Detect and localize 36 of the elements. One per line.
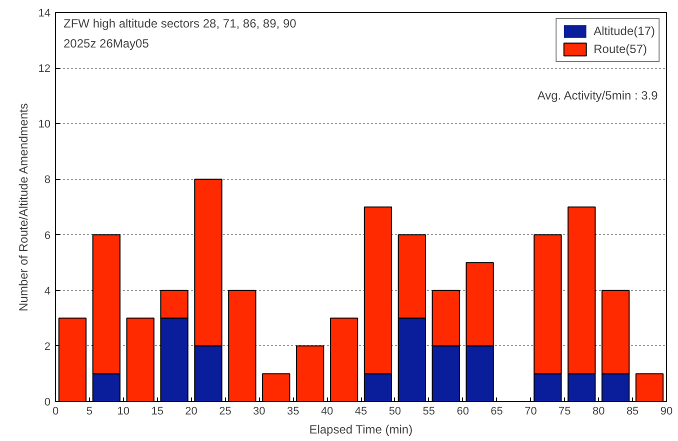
y-tick-label: 4 — [44, 285, 51, 298]
y-tick-label: 0 — [44, 396, 51, 408]
y-tick-label: 14 — [38, 8, 51, 20]
x-tick-label: 75 — [558, 406, 571, 418]
x-tick-label: 5 — [86, 406, 93, 418]
y-axis-title: Number of Route/Altitude Amendments — [16, 103, 30, 312]
x-tick-label: 50 — [388, 406, 402, 418]
x-tick-label: 70 — [524, 406, 537, 418]
y-tick-label: 10 — [38, 118, 51, 131]
x-tick-label: 55 — [422, 406, 436, 418]
y-tick-label: 2 — [44, 340, 51, 353]
y-tick-label: 8 — [44, 174, 51, 186]
x-tick-label: 60 — [456, 406, 469, 418]
x-tick-label: 30 — [253, 406, 266, 418]
x-tick-label: 20 — [185, 406, 198, 418]
x-tick-label: 15 — [151, 406, 164, 418]
bar — [635, 373, 664, 402]
legend-label: Altitude(17) — [594, 24, 655, 38]
x-tick-label: 80 — [592, 406, 605, 418]
annotation: ZFW high altitude sectors 28, 71, 86, 89, 90 — [64, 16, 297, 30]
x-tick-label: 65 — [490, 406, 503, 418]
x-tick-label: 45 — [354, 406, 368, 418]
y-tick-label: 12 — [38, 63, 51, 76]
x-tick-label: 25 — [219, 406, 232, 418]
x-tick-label: 10 — [117, 406, 130, 418]
bar — [262, 373, 290, 402]
x-tick-label: 0 — [52, 406, 59, 418]
x-axis-title: Elapsed Time (min) — [309, 422, 413, 436]
x-tick-label: 90 — [660, 406, 673, 418]
annotation: 2025z 26May05 — [64, 36, 150, 50]
x-tick-label: 35 — [286, 406, 300, 418]
x-tick-label: 40 — [320, 406, 334, 418]
y-tick-label: 6 — [44, 230, 51, 242]
x-tick-label: 85 — [626, 406, 639, 418]
legend-label: Route(57) — [594, 42, 647, 56]
annotation: Avg. Activity/5min : 3.9 — [537, 88, 658, 102]
